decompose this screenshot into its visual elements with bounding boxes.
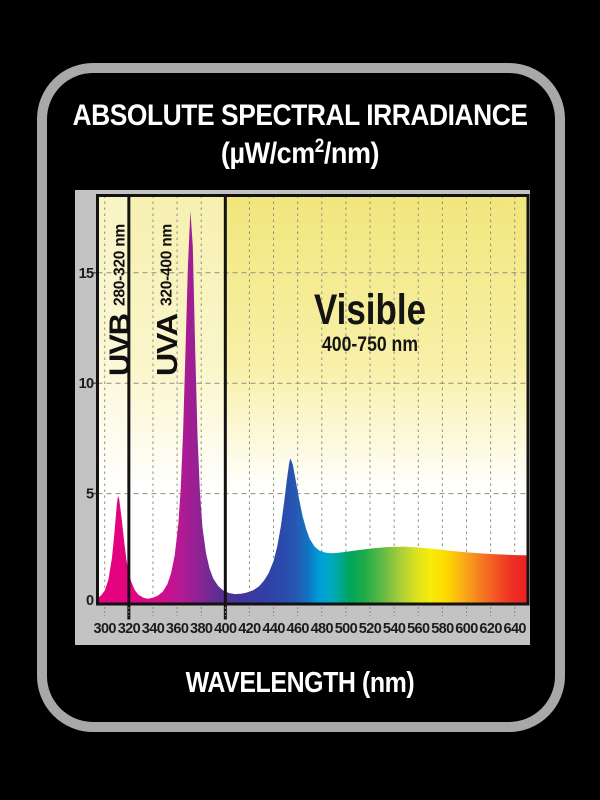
chart-units: (µW/cm2/nm)	[30, 137, 570, 171]
x-tick-labels: 300 320 340 360 380 400 420 440 460 480 500 520 540 5…	[93, 621, 527, 637]
svg-text:340: 340	[142, 621, 165, 637]
svg-text:480: 480	[311, 621, 334, 637]
svg-text:420: 420	[238, 621, 261, 637]
svg-text:0: 0	[86, 593, 94, 609]
x-axis-title: WAVELENGTH (nm)	[185, 667, 415, 699]
svg-text:10: 10	[79, 376, 94, 392]
chart-title: ABSOLUTE SPECTRAL IRRADIANCE	[72, 99, 528, 132]
svg-text:560: 560	[407, 621, 430, 637]
svg-text:440: 440	[262, 621, 285, 637]
svg-text:580: 580	[431, 621, 454, 637]
svg-text:620: 620	[479, 621, 502, 637]
spectrum-area	[97, 211, 528, 604]
svg-text:600: 600	[455, 621, 478, 637]
uva-region-range: 320-400 nm	[159, 224, 176, 306]
uva-region-label: UVA	[152, 313, 184, 376]
svg-text:520: 520	[359, 621, 382, 637]
region-boundary-lines	[127, 195, 227, 620]
svg-text:300: 300	[93, 621, 116, 637]
axis-tick-marks	[91, 272, 516, 616]
svg-text:460: 460	[286, 621, 309, 637]
uvb-region-range: 280-320 nm	[112, 224, 129, 306]
units-open: (µW/cm	[220, 137, 315, 170]
units-close: /nm)	[323, 137, 380, 170]
svg-text:15: 15	[79, 266, 94, 282]
svg-text:500: 500	[335, 621, 358, 637]
plot-background	[97, 195, 528, 604]
svg-text:360: 360	[166, 621, 189, 637]
plot-border	[96, 194, 530, 606]
region-labels: UVB 280-320 nm UVA 320-400 nm Visible 40…	[105, 224, 427, 376]
uvb-region-label: UVB	[105, 314, 137, 376]
units-superscript: 2	[314, 136, 325, 157]
uvb-band-overlay	[97, 195, 129, 604]
svg-text:320: 320	[118, 621, 141, 637]
svg-text:540: 540	[383, 621, 406, 637]
y-tick-labels: 0 5 10 15	[79, 266, 95, 609]
svg-text:380: 380	[190, 621, 213, 637]
visible-region-range: 400-750 nm	[322, 332, 418, 356]
svg-text:640: 640	[503, 621, 526, 637]
svg-text:5: 5	[86, 487, 94, 503]
svg-text:400: 400	[214, 621, 237, 637]
visible-region-label: Visible	[314, 286, 426, 334]
